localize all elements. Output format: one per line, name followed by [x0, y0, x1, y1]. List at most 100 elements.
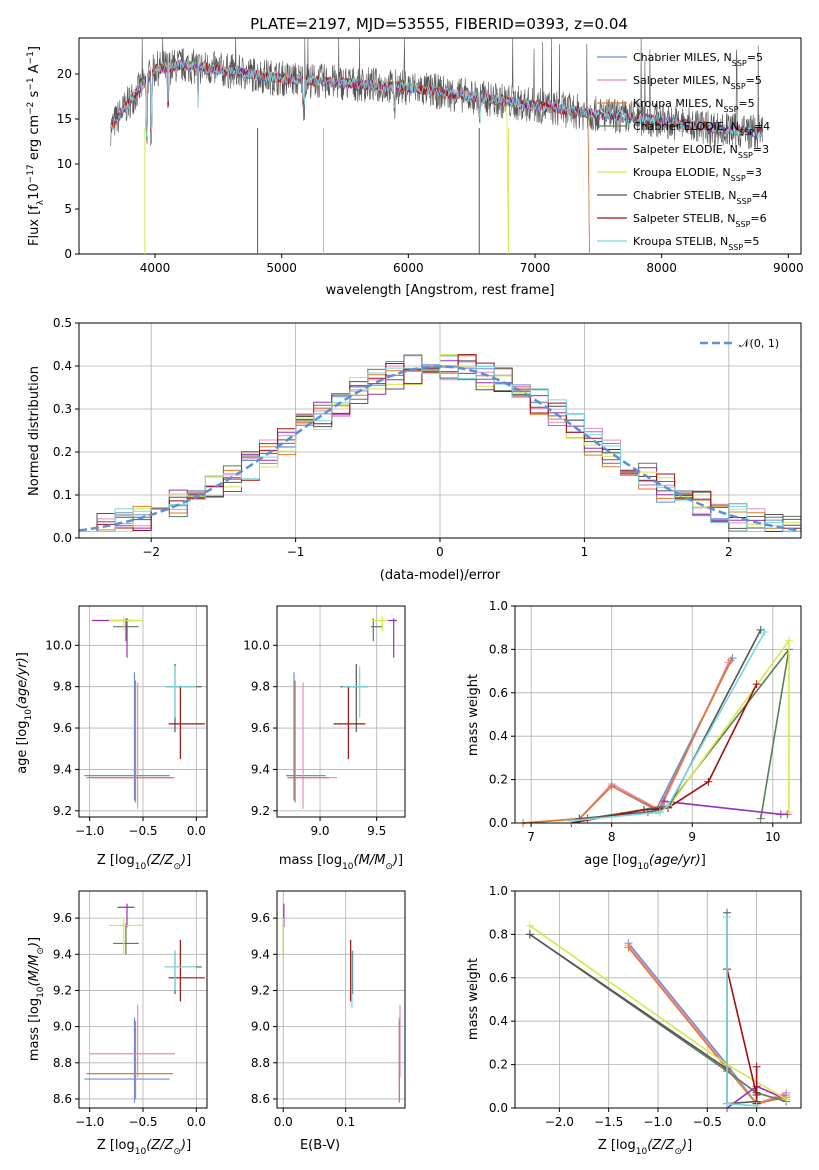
- residual-xticks: −2 −1 0 1 2: [142, 538, 733, 559]
- residual-x-tick-label: −1: [287, 545, 305, 559]
- spectrum-x-tick-label: 9000: [773, 261, 804, 275]
- weight-vs-age-x-tick-label: 9: [688, 830, 696, 844]
- mass-vs-ebv-x-tick-label: 0.1: [336, 1115, 355, 1129]
- spectrum-x-tick-label: 6000: [393, 261, 424, 275]
- mass-vs-ebv-y-tick-label: 9.2: [251, 983, 270, 997]
- weight-vs-age-marker-chabrier_stelib: [756, 625, 765, 634]
- age-vs-mass-x-tick-label: 9.0: [310, 824, 329, 838]
- age-vs-z-y-tick-label: 9.4: [53, 762, 72, 776]
- mass-vs-ebv-y-tick-label: 8.6: [251, 1092, 270, 1106]
- weight-vs-z-line-chabrier_elodie: [529, 933, 787, 1103]
- legend-label-kroupa_stelib: Kroupa STELIB, NSSP=5: [633, 235, 759, 252]
- residual-x-tick-label: 2: [725, 545, 733, 559]
- weight-vs-age-marker-chabrier_miles: [728, 654, 737, 663]
- age-vs-mass-plot-area: [276, 605, 406, 818]
- weight-vs-age-y-tick-label: 1.0: [489, 599, 508, 613]
- weight-vs-z-marker-kroupa_elodie: [525, 921, 534, 930]
- residual-xlabel: (data-model)/error: [380, 568, 501, 583]
- weight-vs-z-y-tick-label: 0.2: [489, 1058, 508, 1072]
- residual-y-tick-label: 0.0: [53, 531, 72, 545]
- spectrum-line-kroupa_miles: [110, 60, 590, 255]
- weight-vs-age-marker-kroupa_stelib: [664, 801, 673, 810]
- weight-vs-z-marker-kroupa_stelib: [723, 1099, 732, 1108]
- mass-vs-z-marks: [84, 903, 205, 1103]
- legend-label-kroupa_miles: Kroupa MILES, NSSP=5: [633, 97, 755, 114]
- age-vs-z-xlabel: Z [log10(Z/Z⊙)]: [97, 853, 191, 872]
- spectrum-line-kroupa_stelib: [110, 58, 764, 139]
- residual-x-tick-label: 0: [436, 545, 444, 559]
- spectrum-ylabel: Flux [fλ10−17 erg cm−2 s−1 A−1]: [26, 46, 46, 246]
- spectrum-panel: 4000 5000 6000 7000 8000 9000 0 5 10 15 20 wavele…: [26, 37, 804, 298]
- spectrum-x-tick-label: 4000: [140, 261, 171, 275]
- weight-vs-age-xlabel: age [log10(age/yr)]: [584, 853, 706, 872]
- residual-y-tick-label: 0.1: [53, 488, 72, 502]
- weight-vs-age-y-tick-label: 0.0: [489, 816, 508, 830]
- age-vs-mass-marks: [286, 616, 398, 809]
- age-vs-z-panel: −1.0 −0.5 0.0 9.2 9.4 9.6 9.8 10.0: [45, 605, 208, 838]
- normal-legend-label: 𝒩(0, 1): [739, 337, 779, 350]
- weight-vs-age-y-tick-label: 0.4: [489, 729, 508, 743]
- spectrum-yticks: 0 5 10 15 20: [57, 67, 79, 261]
- age-vs-z-x-tick-label: −1.0: [75, 824, 104, 838]
- mass-vs-ebv-plot-area: [276, 890, 406, 1109]
- mass-vs-ebv-panel: 0.0 0.1 8.6 8.8 9.0 9.2 9.4 9.6: [251, 890, 406, 1129]
- age-vs-z-y-tick-label: 9.8: [53, 680, 72, 694]
- age-vs-mass-y-tick-label: 9.4: [251, 762, 270, 776]
- weight-vs-age-x-tick-label: 7: [527, 830, 535, 844]
- weight-vs-age-panel: 7 8 9 10 0.0 0.2 0.4 0.6 0.8 1.0: [489, 599, 802, 844]
- weight-vs-age-line-salpeter_elodie: [663, 800, 788, 816]
- legend-label-chabrier_stelib: Chabrier STELIB, NSSP=4: [633, 189, 768, 206]
- residual-y-tick-label: 0.2: [53, 445, 72, 459]
- spectrum-x-tick-label: 8000: [646, 261, 677, 275]
- mass-vs-z-x-tick-label: −0.5: [128, 1115, 157, 1129]
- weight-vs-age-y-tick-label: 0.6: [489, 686, 508, 700]
- mass-vs-ebv-y-tick-label: 9.0: [251, 1020, 270, 1034]
- mass-vs-z-y-tick-label: 9.6: [53, 911, 72, 925]
- age-vs-z-ylabel: age [log10(age/yr)]: [15, 652, 34, 774]
- normal-curve: [78, 365, 802, 532]
- spectrum-x-tick-label: 7000: [520, 261, 551, 275]
- residual-x-tick-label: −2: [142, 545, 160, 559]
- weight-vs-age-marker-kroupa_miles: [607, 782, 616, 791]
- age-vs-mass-y-tick-label: 9.8: [251, 680, 270, 694]
- weight-vs-z-y-tick-label: 0.0: [489, 1101, 508, 1115]
- parameter-panels: −1.0 −0.5 0.09.29.49.69.810.09.0 9.59.29.49…: [45, 599, 802, 1129]
- spectrum-xticks: 4000 5000 6000 7000 8000 9000: [140, 254, 804, 275]
- spectrum-line-chabrier_miles: [110, 59, 590, 255]
- weight-vs-age-line-chabrier_elodie: [587, 648, 790, 820]
- weight-vs-age-marker-kroupa_miles: [726, 656, 735, 665]
- residual-panel: −2 −1 0 1 2 0.0 0.1 0.2 0.3 0.4 0.5 (data-model)/…: [27, 316, 802, 583]
- mass-vs-ebv-y-tick-label: 9.6: [251, 911, 270, 925]
- residual-x-tick-label: 1: [581, 545, 589, 559]
- spectrum-x-tick-label: 5000: [266, 261, 297, 275]
- weight-vs-age-marker-kroupa_stelib: [567, 816, 576, 825]
- weight-vs-age-line-salpeter_miles: [523, 662, 730, 824]
- spectrum-plot-area: [78, 37, 802, 255]
- weight-vs-z-marker-kroupa_elodie: [782, 1095, 791, 1104]
- weight-vs-age-marker-kroupa_stelib: [656, 808, 665, 817]
- weight-vs-age-marker-kroupa_elodie: [784, 636, 793, 645]
- weight-vs-z-x-tick-label: 0.0: [747, 1115, 766, 1129]
- legend-label-chabrier_miles: Chabrier MILES, NSSP=5: [633, 51, 763, 68]
- residual-yticks: 0.0 0.1 0.2 0.3 0.4 0.5: [53, 316, 79, 545]
- mass-vs-z-xlabel: Z [log10(Z/Z⊙)]: [97, 1138, 191, 1157]
- weight-vs-z-panel: −2.0 −1.5 −1.0 −0.5 0.0 0.0 0.2 0.4 0.6 0.8 1.0: [489, 884, 802, 1129]
- mass-vs-z-panel: −1.0 −0.5 0.0 8.6 8.8 9.0 9.2 9.4 9.6: [53, 890, 208, 1129]
- age-vs-mass-y-tick-label: 10.0: [243, 638, 270, 652]
- age-vs-z-marks: [84, 616, 205, 809]
- weight-vs-age-y-tick-label: 0.2: [489, 773, 508, 787]
- spectrum-line-salpeter_miles: [110, 60, 590, 255]
- weight-vs-age-marker-chabrier_elodie: [756, 814, 765, 823]
- age-vs-z-x-tick-label: −0.5: [128, 824, 157, 838]
- weight-vs-age-plot-area: [514, 605, 802, 824]
- age-vs-mass-y-tick-label: 9.2: [251, 804, 270, 818]
- residual-y-tick-label: 0.5: [53, 316, 72, 330]
- weight-vs-z-line-salpeter_stelib: [726, 968, 758, 1104]
- mass-vs-ebv-y-tick-label: 9.4: [251, 947, 270, 961]
- weight-vs-age-marker-salpeter_stelib: [752, 680, 761, 689]
- mass-vs-z-y-tick-label: 9.2: [53, 983, 72, 997]
- spectrum-y-tick-label: 5: [64, 202, 72, 216]
- weight-vs-z-y-tick-label: 1.0: [489, 884, 508, 898]
- residual-ylabel: Normed distribution: [27, 366, 42, 496]
